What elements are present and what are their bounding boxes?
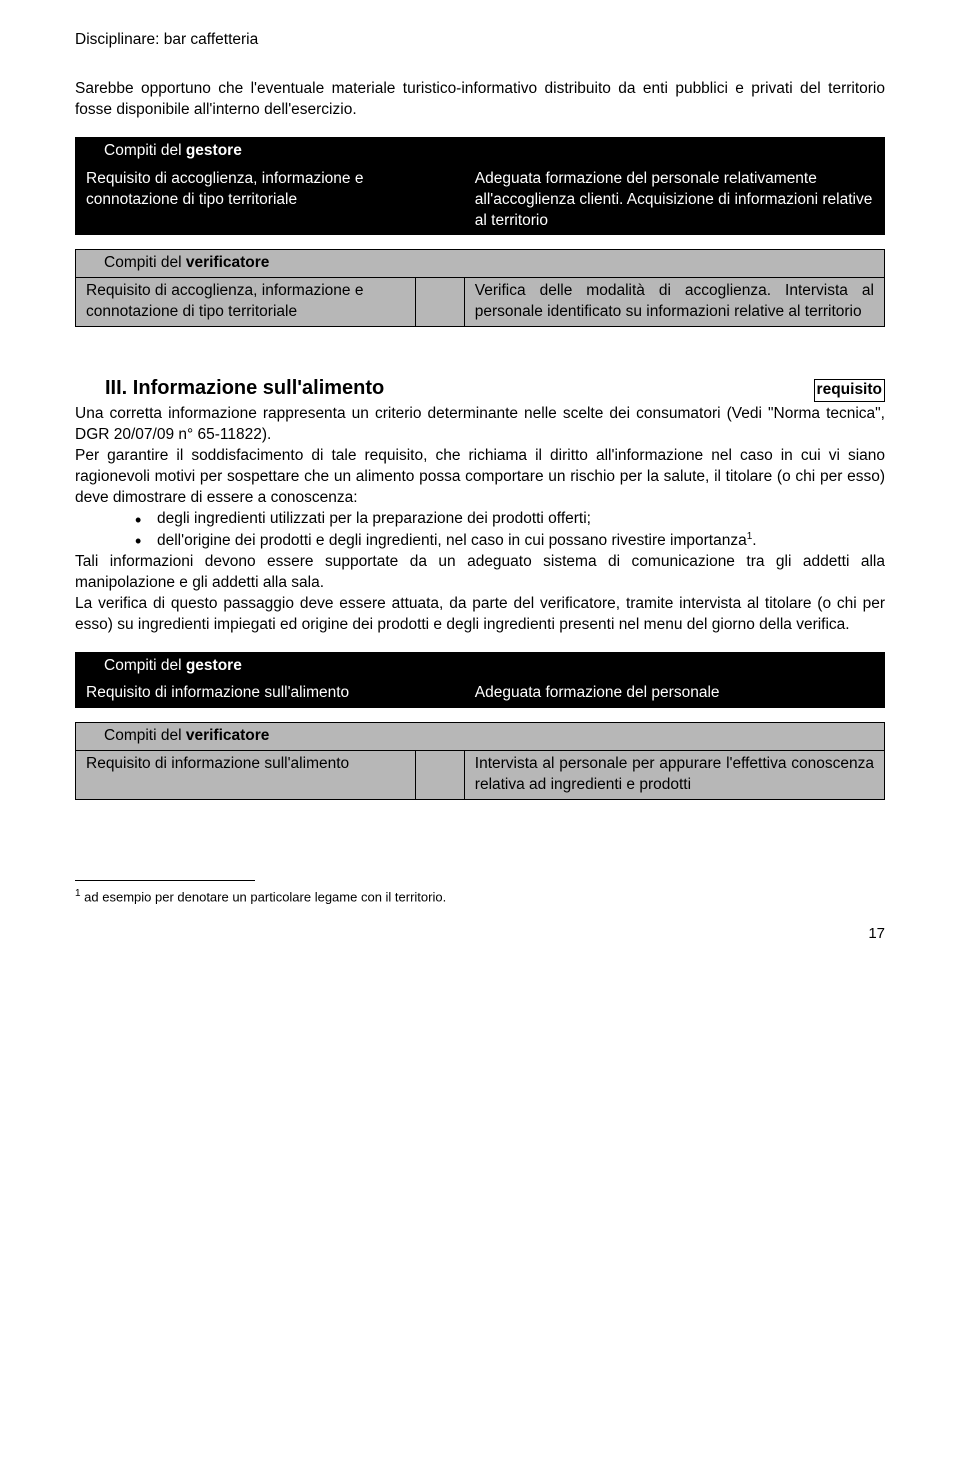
table-row: Requisito di informazione sull'alimento … <box>75 751 885 800</box>
footnote-text: ad esempio per denotare un particolare l… <box>81 889 447 904</box>
cell-right: Verifica delle modalità di accoglienza. … <box>464 278 885 327</box>
cell-mid <box>415 680 464 708</box>
cell-left: Requisito di informazione sull'alimento <box>75 751 415 800</box>
page-number: 17 <box>75 924 885 944</box>
table-verificatore-1: Compiti del verificatore Requisito di ac… <box>75 249 885 327</box>
table-header: Compiti del verificatore <box>75 249 885 278</box>
table-header: Compiti del gestore <box>75 137 885 166</box>
header-prefix: Compiti del <box>104 254 186 271</box>
footnote-rule <box>75 880 255 881</box>
section-title: III. Informazione sull'alimento <box>75 375 384 402</box>
table-verificatore-2: Compiti del verificatore Requisito di in… <box>75 722 885 800</box>
section-heading: III. Informazione sull'alimento requisit… <box>75 375 885 402</box>
list-item: dell'origine dei prodotti e degli ingred… <box>135 530 885 552</box>
cell-mid <box>415 278 464 327</box>
bullet-text-pre: dell'origine dei prodotti e degli ingred… <box>157 532 747 549</box>
table-gestore-1: Compiti del gestore Requisito di accogli… <box>75 137 885 236</box>
list-item: degli ingredienti utilizzati per la prep… <box>135 509 885 530</box>
cell-left: Requisito di informazione sull'alimento <box>75 680 415 708</box>
header-bold: verificatore <box>186 254 270 271</box>
table-row: Requisito di accoglienza, informazione e… <box>75 166 885 236</box>
section-number: III. <box>75 377 127 399</box>
header-bold: gestore <box>186 657 242 674</box>
header-prefix: Compiti del <box>104 657 186 674</box>
header-prefix: Compiti del <box>104 727 186 744</box>
table-gestore-2: Compiti del gestore Requisito di informa… <box>75 652 885 709</box>
body-paragraph: Tali informazioni devono essere supporta… <box>75 552 885 594</box>
table-row: Requisito di accoglienza, informazione e… <box>75 278 885 327</box>
bullet-text-post: . <box>752 532 756 549</box>
body-paragraph: Una corretta informazione rappresenta un… <box>75 404 885 446</box>
header-bold: gestore <box>186 142 242 159</box>
cell-left: Requisito di accoglienza, informazione e… <box>75 166 415 236</box>
section-title-text: Informazione sull'alimento <box>133 377 384 399</box>
cell-right: Intervista al personale per appurare l'e… <box>464 751 885 800</box>
doc-header: Disciplinare: bar caffetteria <box>75 30 885 51</box>
body-paragraph: Per garantire il soddisfacimento di tale… <box>75 446 885 509</box>
cell-right: Adeguata formazione del personale relati… <box>464 166 885 236</box>
section-badge: requisito <box>814 379 885 402</box>
table-row: Requisito di informazione sull'alimento … <box>75 680 885 708</box>
cell-left: Requisito di accoglienza, informazione e… <box>75 278 415 327</box>
cell-mid <box>415 751 464 800</box>
footnote: 1 ad esempio per denotare un particolare… <box>75 887 885 906</box>
header-bold: verificatore <box>186 727 270 744</box>
cell-mid <box>415 166 464 236</box>
header-prefix: Compiti del <box>104 142 186 159</box>
cell-right: Adeguata formazione del personale <box>464 680 885 708</box>
intro-paragraph: Sarebbe opportuno che l'eventuale materi… <box>75 79 885 121</box>
table-header: Compiti del gestore <box>75 652 885 681</box>
bullet-list: degli ingredienti utilizzati per la prep… <box>75 509 885 552</box>
body-paragraph: La verifica di questo passaggio deve ess… <box>75 594 885 636</box>
table-header: Compiti del verificatore <box>75 722 885 751</box>
